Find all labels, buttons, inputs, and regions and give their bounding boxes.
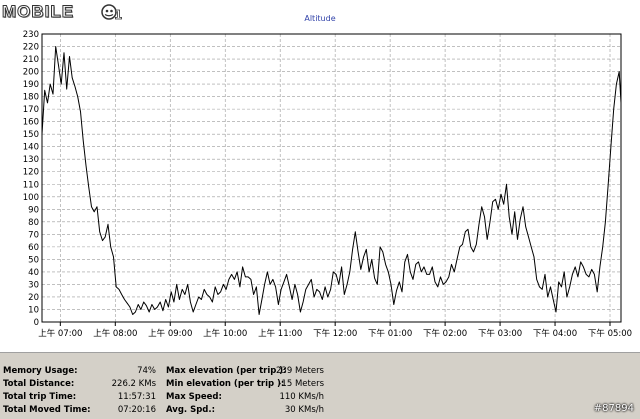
x-tick-label: 下午 03:00 [478,328,522,339]
total-distance-label: Total Distance: [3,379,75,389]
x-tick-label: 上午 09:00 [148,328,192,339]
y-tick-label: 200 [23,68,39,78]
y-tick-label: 90 [28,205,39,215]
y-tick-label: 140 [23,143,39,153]
y-tick-label: 30 [28,280,39,290]
y-tick-label: 40 [28,268,39,278]
y-tick-label: 20 [28,293,39,303]
x-tick-label: 上午 10:00 [203,328,247,339]
y-tick-label: 150 [23,130,39,140]
max-elevation-value: 239 Meters [276,366,324,376]
logo-mark-icon: 1 [101,4,122,22]
min-elevation-label: Min elevation (per trip ): [166,379,285,389]
y-tick-label: 190 [23,80,39,90]
logo-text: MOBILE [1,2,75,22]
min-elevation-value: -15 Meters [278,379,324,389]
x-tick-label: 上午 07:00 [38,328,82,339]
plot-frame [41,33,622,323]
y-tick-label: 160 [23,118,39,128]
y-tick-label: 60 [28,243,39,253]
max-elevation-label: Max elevation (per trip ): [166,366,287,376]
max-speed-value: 110 KMs/h [279,392,324,402]
avg-speed-label: Avg. Spd.: [166,405,216,415]
memory-usage-label: Memory Usage: [3,366,78,376]
total-trip-time-label: Total trip Time: [3,392,77,402]
x-tick-label: 下午 04:00 [533,328,577,339]
y-tick-label: 70 [28,230,39,240]
y-tick-label: 110 [23,180,39,190]
y-tick-label: 210 [23,55,39,65]
y-tick-label: 10 [28,305,39,315]
y-tick-label: 180 [23,93,39,103]
y-tick-label: 50 [28,255,39,265]
x-tick-label: 下午 12:00 [313,328,357,339]
altitude-series-line [41,46,622,315]
y-tick-label: 170 [23,105,39,115]
total-distance-value: 226.2 KMs [111,379,156,389]
y-tick-label: 80 [28,218,39,228]
max-speed-label: Max Speed: [166,392,222,402]
y-tick-label: 120 [23,168,39,178]
y-tick-label: 130 [23,155,39,165]
x-tick-label: 下午 01:00 [368,328,412,339]
y-tick-label: 230 [23,30,39,40]
y-tick-label: 0 [34,318,39,328]
chart-title: Altitude [304,14,336,23]
x-tick-label: 下午 02:00 [423,328,467,339]
avg-speed-value: 30 KMs/h [284,405,324,415]
altitude-chart: 0 10 20 30 40 50 60 70 80 90 100 110 120 130 140 150 160… [23,30,632,339]
x-tick-label: 上午 08:00 [93,328,137,339]
x-tick-label: 上午 11:00 [258,328,302,339]
mobile01-logo: MOBILE [1,2,75,22]
x-tick-label: 下午 05:00 [588,328,632,339]
watermark: #87894 [593,403,634,414]
stats-panel: Memory Usage: 74% Total Distance: 226.2 … [0,352,640,419]
svg-text:1: 1 [114,8,122,22]
total-trip-time-value: 11:57:31 [117,392,156,402]
y-tick-label: 100 [23,193,39,203]
total-moved-time-value: 07:20:16 [117,405,156,415]
total-moved-time-label: Total Moved Time: [3,405,91,415]
memory-usage-value: 74% [137,366,156,376]
y-tick-label: 220 [23,43,39,53]
